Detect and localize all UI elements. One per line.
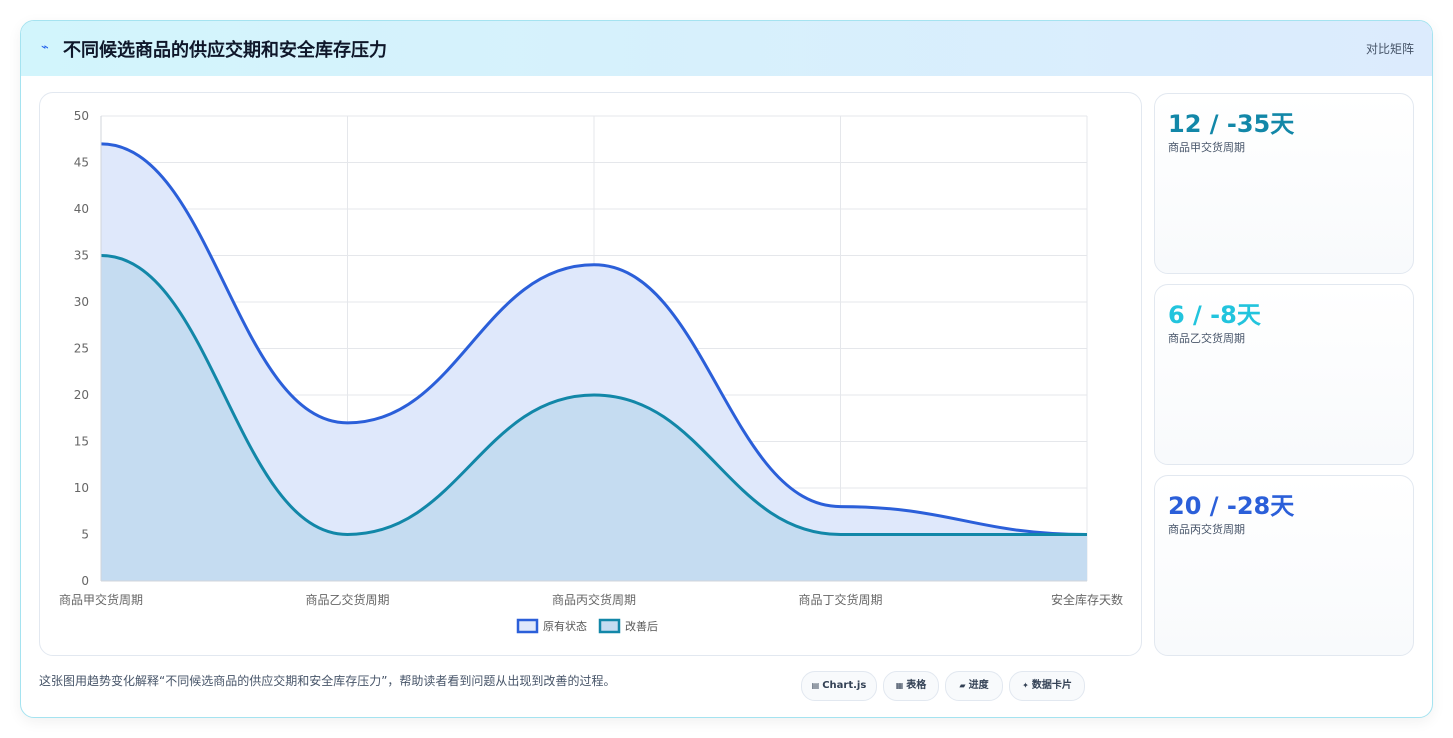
legend-label: 原有状态 — [543, 619, 587, 633]
series-area-0 — [101, 143, 1087, 581]
chip-label: 表格 — [906, 680, 927, 691]
y-tick-label: 25 — [74, 342, 89, 356]
legend-swatch — [516, 618, 539, 634]
stat-value: 6 / -8天 — [1168, 301, 1261, 329]
y-tick-label: 0 — [81, 574, 89, 588]
stat-card-c: 20 / -28天 商品丙交货周期 — [1154, 475, 1414, 656]
x-tick-label: 商品甲交货周期 — [59, 592, 143, 607]
stat-card-a: 12 / -35天 商品甲交货周期 — [1154, 93, 1414, 274]
y-tick-label: 5 — [81, 528, 89, 542]
chart-panel: 0 5 10 15 20 25 30 35 40 45 50 商品甲交货周期 商品乙交货周期 商品丙交货周… — [39, 92, 1142, 656]
stat-label: 商品丙交货周期 — [1168, 523, 1245, 536]
chip-data-cards[interactable]: ✦ 数据卡片 — [1009, 671, 1085, 701]
y-tick-label: 50 — [74, 109, 89, 123]
x-tick-label: 安全库存天数 — [1051, 592, 1123, 607]
series-line-1 — [100, 254, 1087, 537]
page-title: 不同候选商品的供应交期和安全库存压力 — [63, 40, 387, 61]
y-tick-label: 45 — [74, 156, 89, 170]
x-tick-label: 商品丁交货周期 — [798, 592, 882, 607]
legend-label: 改善后 — [625, 619, 658, 633]
y-tick-label: 20 — [74, 388, 89, 402]
sparkle-icon: ✦ — [1022, 681, 1029, 690]
x-tick-label: 商品丙交货周期 — [552, 592, 636, 607]
progress-icon: ▰ — [959, 681, 966, 690]
card-header: ⌁ 不同候选商品的供应交期和安全库存压力 对比矩阵 — [21, 21, 1432, 76]
pulse-icon: ⌁ — [41, 40, 49, 55]
legend-swatch — [598, 618, 621, 634]
y-tick-label: 15 — [74, 435, 89, 449]
stat-value: 12 / -35天 — [1168, 110, 1295, 138]
y-tick-label: 30 — [74, 295, 89, 309]
chip-label: 进度 — [968, 680, 989, 691]
compare-matrix-link[interactable]: 对比矩阵 — [1365, 42, 1414, 56]
area-chart: 0 5 10 15 20 25 30 35 40 45 50 商品甲交货周期 商品乙交货周期 商品丙交货周… — [59, 109, 1123, 634]
stat-label: 商品乙交货周期 — [1168, 332, 1245, 345]
stat-label: 商品甲交货周期 — [1168, 141, 1245, 154]
series-area-1 — [101, 255, 1087, 581]
stat-card-b: 6 / -8天 商品乙交货周期 — [1154, 284, 1414, 465]
chart-caption: 这张图用趋势变化解释“不同候选商品的供应交期和安全库存压力”，帮助读者看到问题从… — [39, 674, 616, 688]
stat-value: 20 / -28天 — [1168, 492, 1295, 520]
y-tick-label: 35 — [74, 249, 89, 263]
dashboard-card: ⌁ 不同候选商品的供应交期和安全库存压力 对比矩阵 0 5 10 15 20 25 30 35… — [20, 20, 1433, 718]
y-tick-label: 40 — [74, 202, 89, 216]
chip-label: Chart.js — [822, 680, 867, 691]
chip-label: 数据卡片 — [1031, 680, 1072, 691]
chip-progress[interactable]: ▰ 进度 — [945, 671, 1003, 701]
series-line-0 — [100, 142, 1088, 536]
y-tick-label: 10 — [74, 481, 89, 495]
table-icon: ▦ — [895, 681, 904, 690]
chip-chartjs[interactable]: ▤ Chart.js — [801, 671, 877, 701]
chart-icon: ▤ — [811, 681, 820, 690]
x-tick-label: 商品乙交货周期 — [305, 592, 389, 607]
chip-table[interactable]: ▦ 表格 — [883, 671, 939, 701]
